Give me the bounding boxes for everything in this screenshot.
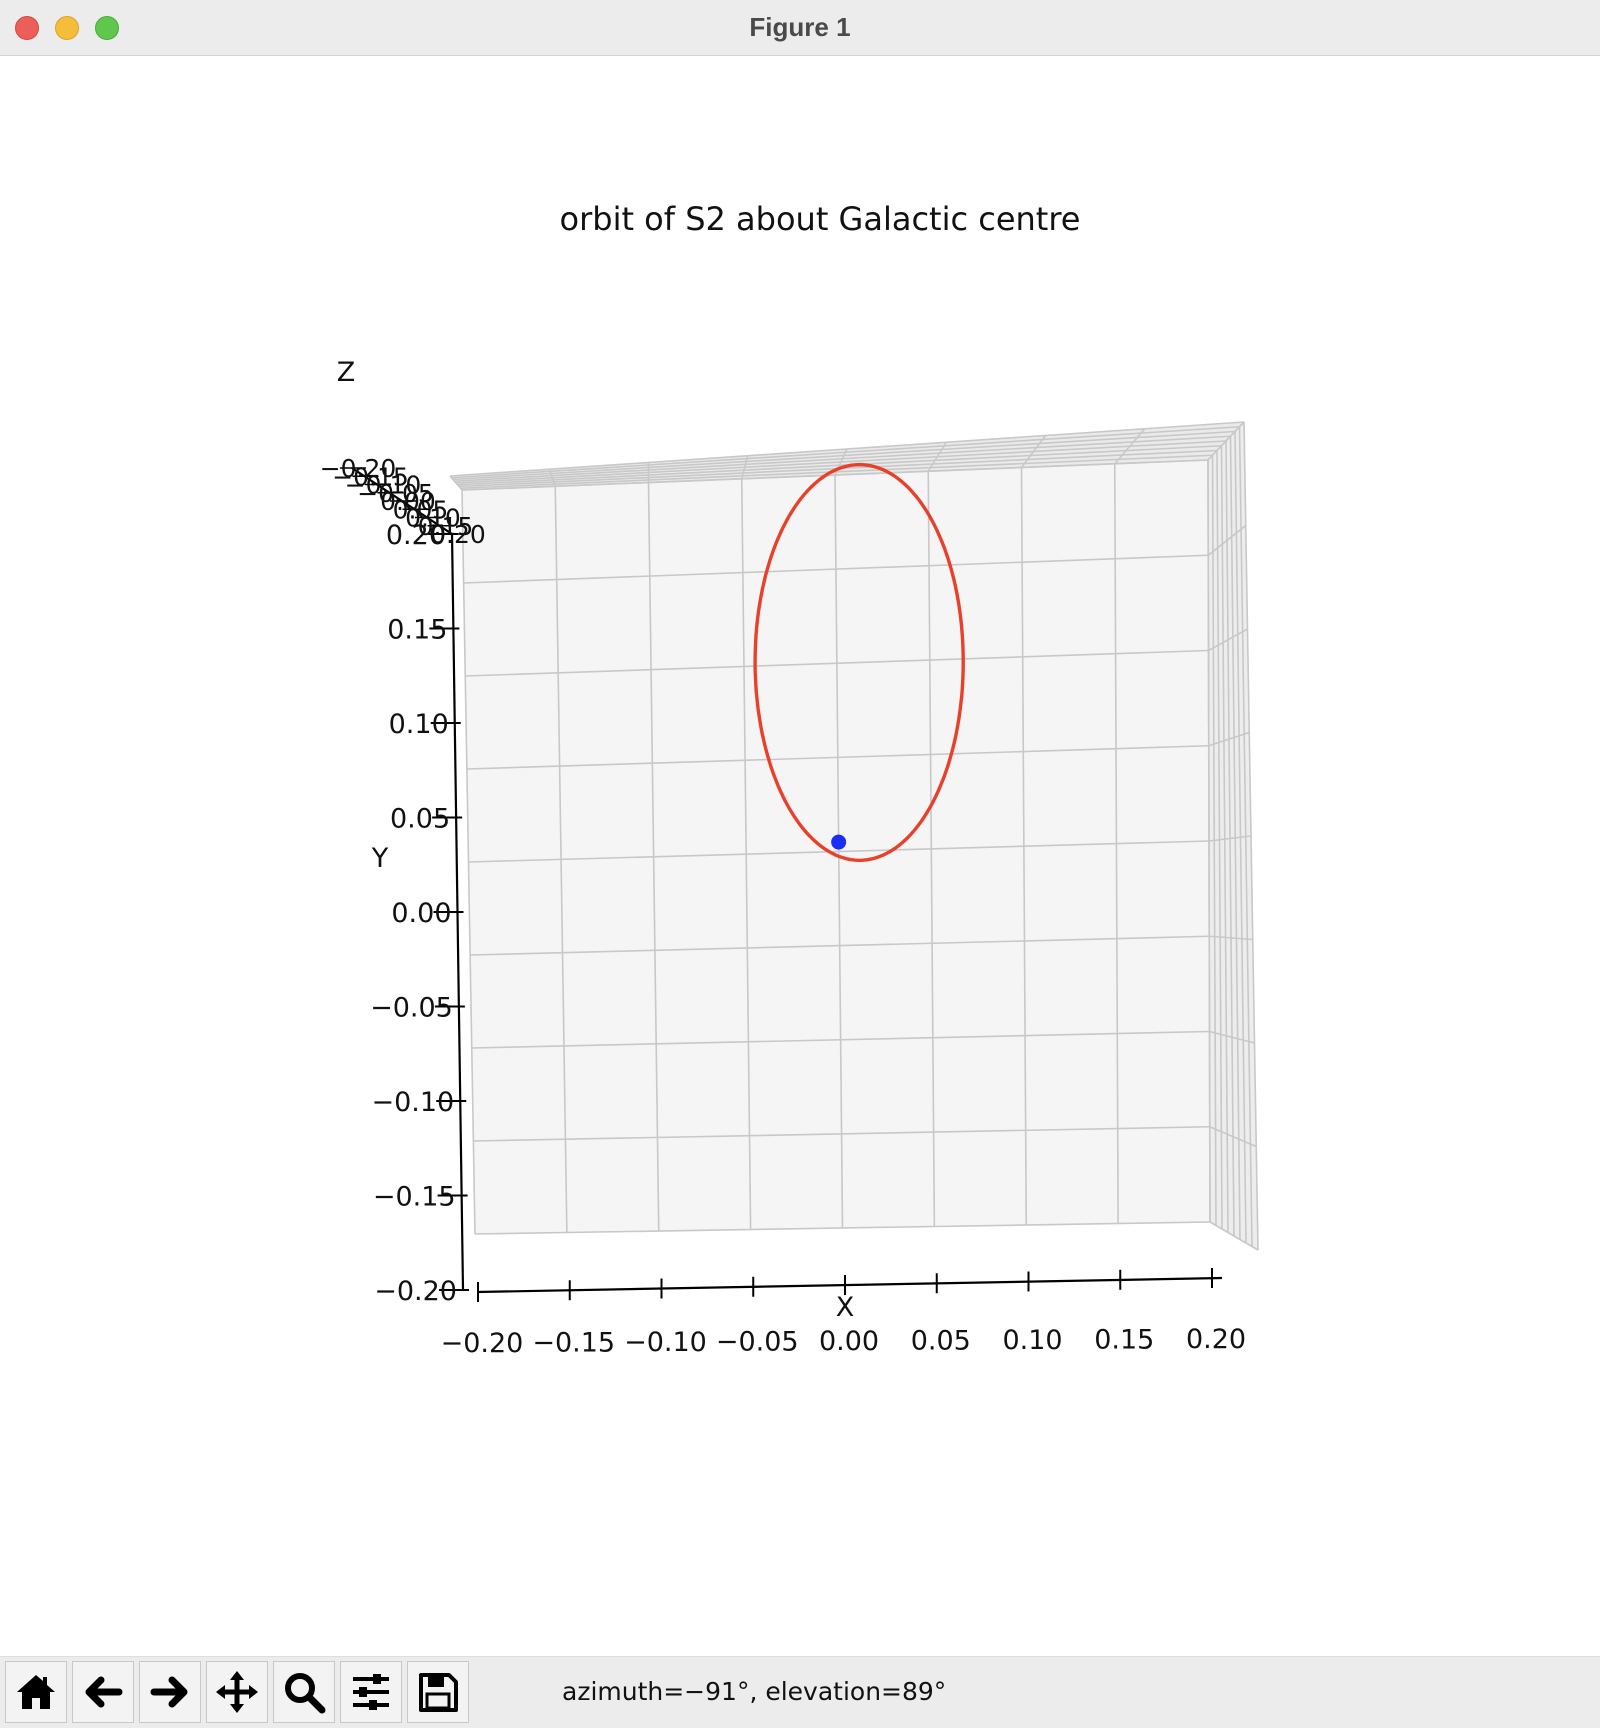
z-tick-label-3: −0.05 xyxy=(357,479,434,508)
x-tick-label-8: 0.20 xyxy=(1186,1324,1246,1355)
z-tick-label-6: 0.10 xyxy=(405,504,461,533)
grid-zlevel-top-4 xyxy=(455,440,1227,484)
y-tick-label-5: 0.05 xyxy=(390,804,450,835)
z-axis-ticks: −0.20−0.15−0.10−0.050.000.050.100.150.20 xyxy=(320,454,486,549)
grid-zlevel-top-7 xyxy=(451,425,1240,479)
x-tick-label-7: 0.15 xyxy=(1094,1325,1154,1356)
y-tick-label-2: −0.10 xyxy=(372,1087,455,1118)
y-tick-label-1: −0.15 xyxy=(373,1182,456,1213)
y-axis-ticks: −0.20−0.15−0.10−0.050.000.050.100.150.20 xyxy=(370,520,469,1307)
grid-line-x-8 xyxy=(1207,459,1211,1223)
grid-line-x-6 xyxy=(1020,467,1028,1226)
floppy-disk-icon xyxy=(419,1673,458,1712)
configure-subplots-button[interactable] xyxy=(340,1661,402,1723)
orbit-3d-plot[interactable]: orbit of S2 about Galactic centre −0.20−… xyxy=(0,56,1600,1656)
grid-depth-side-8 xyxy=(1207,421,1245,461)
forward-button[interactable] xyxy=(139,1661,201,1723)
z-tick-label-8: 0.20 xyxy=(430,520,486,549)
close-window-button[interactable] xyxy=(15,16,39,40)
x-tick-label-1: −0.15 xyxy=(532,1328,615,1359)
grid-zlevel-top-8 xyxy=(449,421,1245,477)
x-tick-label-5: 0.05 xyxy=(911,1326,971,1357)
view-angle-status: azimuth=−91°, elevation=89° xyxy=(562,1677,947,1706)
grid-depth-side-5 xyxy=(1208,731,1250,747)
grid-zlevel-side-4 xyxy=(1225,440,1235,1237)
magnifier-icon xyxy=(285,1673,326,1714)
grid-line-x-7 xyxy=(1113,463,1119,1224)
navigation-toolbar xyxy=(0,1656,1600,1728)
grid-depth-side-7 xyxy=(1207,524,1247,556)
grid-line-x-5 xyxy=(927,471,936,1227)
axes-panes xyxy=(450,422,1258,1250)
pan-button[interactable] xyxy=(206,1661,268,1723)
central-mass-point xyxy=(831,834,847,850)
grid-zlevel-side-6 xyxy=(1234,431,1247,1244)
z-tick-label-4: 0.00 xyxy=(380,487,436,516)
y-tick-label-0: −0.20 xyxy=(374,1276,457,1307)
figure-canvas[interactable]: orbit of S2 about Galactic centre −0.20−… xyxy=(0,56,1600,1656)
arrow-right-icon xyxy=(150,1676,188,1708)
x-axis-ticks: −0.20 −0.15 −0.10 −0.05 0.00 0.05 0.10 0.15 0.20 xyxy=(441,1268,1246,1359)
save-button[interactable] xyxy=(407,1661,469,1723)
grid-depth-top-5 xyxy=(927,441,947,472)
z-axis-label: Z xyxy=(337,357,356,388)
orbit-line xyxy=(753,462,965,862)
grid-zlevel-side-7 xyxy=(1238,426,1253,1247)
grid-zlevel-side-5 xyxy=(1229,436,1241,1240)
z-tick-label-1: −0.15 xyxy=(332,462,409,491)
arrow-left-icon xyxy=(85,1676,123,1708)
y-axis-label: Y xyxy=(371,843,389,874)
x-tick-label-6: 0.10 xyxy=(1002,1325,1062,1356)
x-tick-label-3: −0.05 xyxy=(716,1327,799,1358)
grid-line-y-7 xyxy=(463,554,1209,584)
x-tick-label-4: 0.00 xyxy=(819,1326,879,1357)
z-tick-label-7: 0.15 xyxy=(418,512,474,541)
zoom-button[interactable] xyxy=(273,1661,335,1723)
grid-depth-side-6 xyxy=(1208,628,1248,652)
move-icon xyxy=(216,1671,258,1713)
grid-line-y-4 xyxy=(468,840,1210,863)
z-tick-label-5: 0.05 xyxy=(393,495,449,524)
x-axis-label: X xyxy=(836,1292,855,1323)
data-series xyxy=(753,462,965,862)
z-tick-label-0: −0.20 xyxy=(320,454,397,483)
home-button[interactable] xyxy=(5,1661,67,1723)
grid-zlevel-top-6 xyxy=(452,430,1236,481)
y-tick-label-3: −0.05 xyxy=(370,993,453,1024)
sliders-icon xyxy=(353,1674,389,1710)
grid-depth-top-7 xyxy=(1114,428,1146,465)
back-button[interactable] xyxy=(72,1661,134,1723)
z-tick-label-2: −0.10 xyxy=(345,471,422,500)
grid-line-y-8 xyxy=(461,459,1209,491)
x-axis-line xyxy=(476,1276,1223,1294)
y-tick-label-4: 0.00 xyxy=(391,898,451,929)
grid-line-y-5 xyxy=(466,744,1209,770)
maximize-window-button[interactable] xyxy=(95,16,119,40)
window-title: Figure 1 xyxy=(749,12,851,42)
y-tick-label-6: 0.10 xyxy=(389,709,449,740)
grid-depth-top-6 xyxy=(1020,435,1047,468)
window-titlebar: Figure 1 xyxy=(0,0,1600,56)
grid-lines xyxy=(449,421,1259,1251)
grid-zlevel-side-8 xyxy=(1243,421,1259,1251)
x-tick-label-0: −0.20 xyxy=(441,1328,524,1359)
chart-title: orbit of S2 about Galactic centre xyxy=(560,200,1081,238)
grid-zlevel-top-5 xyxy=(454,435,1231,483)
y-tick-label-7: 0.15 xyxy=(387,615,447,646)
home-icon xyxy=(17,1675,55,1709)
x-tick-label-2: −0.10 xyxy=(624,1327,707,1358)
grid-line-y-6 xyxy=(465,649,1209,677)
minimize-window-button[interactable] xyxy=(55,16,79,40)
